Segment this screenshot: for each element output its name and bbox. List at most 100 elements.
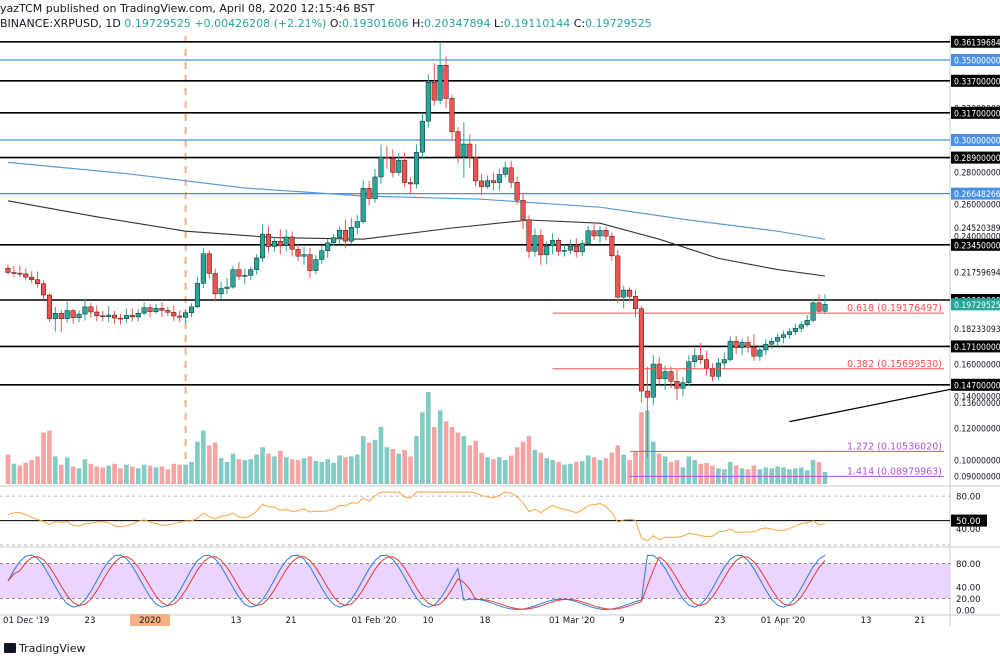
candle-body	[88, 306, 94, 313]
price-label-bg	[951, 54, 1000, 66]
candle-body	[538, 235, 544, 256]
volume-bar	[526, 436, 532, 484]
candle-body	[254, 257, 260, 270]
candle-body	[792, 328, 798, 332]
candle-body	[64, 310, 70, 319]
price-label-bg	[951, 187, 1000, 200]
volume-bar	[704, 462, 709, 484]
price-axis-label: 0.23450000	[954, 241, 1000, 251]
candle-body	[183, 312, 189, 318]
volume-bar	[467, 445, 473, 484]
ma-200-line	[7, 161, 826, 240]
trendline[interactable]	[789, 323, 1000, 423]
price-axis-label: 0.28000000	[954, 169, 1000, 179]
volume-bar	[278, 450, 283, 484]
volume-bar	[414, 436, 419, 484]
price-axis-label: 0.10000000	[954, 457, 1000, 467]
volume-bar	[106, 465, 111, 484]
volume-bar	[775, 466, 780, 484]
candle-body	[242, 275, 248, 277]
volume-bar	[212, 442, 218, 484]
volume-bar	[597, 460, 603, 484]
candle-body	[502, 167, 508, 175]
volume-bar	[710, 465, 715, 484]
candle-body	[709, 367, 715, 377]
candle-body	[129, 315, 135, 318]
volume-bar	[662, 456, 668, 484]
candle-body	[218, 288, 224, 295]
open-value: 0.19301606	[342, 17, 409, 30]
stoch-axis-label: 40.00	[956, 583, 981, 593]
volume-bar	[502, 460, 508, 484]
volume-bar	[603, 458, 609, 484]
candle-body	[390, 158, 396, 173]
volume-bar	[17, 465, 23, 484]
candle-body	[194, 283, 200, 308]
close-label: C:	[573, 17, 586, 30]
volume-bar	[100, 467, 106, 484]
rsi-label-bg	[951, 514, 987, 527]
candle-body	[378, 156, 384, 178]
volume-bar	[118, 468, 123, 484]
candle-body	[189, 306, 195, 314]
time-axis-label: 23	[85, 616, 96, 626]
time-axis-label: 13	[861, 616, 872, 626]
price-axis-label: 0.24520389	[954, 224, 1000, 234]
candle-body	[727, 340, 733, 360]
volume-bars	[5, 392, 828, 484]
candle-body	[171, 312, 177, 317]
candle-body	[692, 355, 698, 362]
volume-bar	[58, 464, 64, 484]
ascending-trendline[interactable]	[789, 323, 1000, 423]
volume-bar	[153, 467, 159, 484]
price-axis-label: 0.35000000	[954, 57, 1000, 67]
candle-body	[704, 359, 710, 369]
volume-bar	[53, 456, 58, 484]
rsi-axis-label: 40.00	[956, 525, 981, 535]
candle-body	[810, 302, 816, 321]
price-label-bg	[951, 35, 1000, 48]
volume-bar	[349, 456, 354, 484]
candle-body	[544, 245, 550, 256]
candle-body	[141, 307, 147, 314]
price-axis-label: 0.26000000	[954, 201, 1000, 211]
volume-bar	[810, 460, 816, 484]
candle-body	[354, 221, 360, 228]
volume-bar	[195, 441, 200, 484]
low-label: L:	[493, 17, 504, 30]
fib-labels: 0.618 (0.19176497) 0.382 (0.15699530) 1.27…	[552, 303, 944, 477]
fib-level-label: 0.618 (0.19176497)	[847, 303, 942, 314]
candle-body	[153, 308, 159, 312]
tradingview-logo-text: TradingView	[19, 642, 86, 655]
candle-body	[295, 249, 301, 257]
candle-body	[822, 304, 828, 312]
volume-bar	[680, 467, 686, 484]
volume-bar	[633, 451, 638, 484]
volume-bar	[171, 463, 177, 484]
volume-bar	[147, 465, 153, 484]
candle-body	[650, 363, 656, 398]
candle-body	[520, 199, 526, 220]
candle-body	[698, 355, 704, 360]
candle-body	[147, 307, 153, 312]
candle-body	[236, 269, 242, 277]
time-label-bg	[130, 614, 170, 626]
candle-body	[751, 347, 757, 357]
candle-body	[496, 174, 502, 183]
volume-bar	[497, 457, 502, 484]
tradingview-logo[interactable]: TradingView	[4, 642, 85, 655]
price-axis[interactable]: 0.361396840.350000000.337000000.32000000…	[951, 35, 1000, 483]
candle-body	[804, 320, 810, 326]
price-axis-label: 0.18233093	[954, 325, 1000, 335]
candle-body	[5, 268, 11, 273]
volume-bar	[11, 463, 17, 484]
horizontal-levels[interactable]	[0, 40, 950, 386]
volume-bar	[550, 460, 555, 484]
candle-body	[265, 233, 271, 247]
grid	[0, 34, 1000, 626]
candle-body	[621, 289, 627, 298]
volume-bar	[449, 426, 455, 484]
volume-bar	[473, 440, 478, 484]
time-axis[interactable]: 01 Dec '19 23 2020 13 21 01 Feb '20 10 18 01 Mar…	[3, 614, 925, 626]
